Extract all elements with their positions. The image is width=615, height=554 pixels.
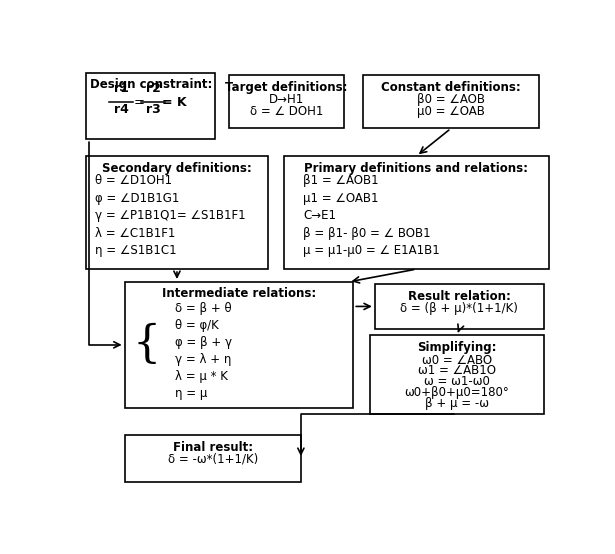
Text: φ = ∠D1B1G1: φ = ∠D1B1G1 — [95, 192, 180, 205]
Text: μ1 = ∠OAB1: μ1 = ∠OAB1 — [303, 192, 379, 205]
Text: β = β1- β0 = ∠ BOB1: β = β1- β0 = ∠ BOB1 — [303, 227, 431, 240]
Text: Final result:: Final result: — [173, 441, 253, 454]
Text: η = ∠S1B1C1: η = ∠S1B1C1 — [95, 244, 177, 257]
Text: η = μ: η = μ — [175, 387, 207, 400]
FancyBboxPatch shape — [86, 156, 268, 269]
Text: δ = -ω*(1+1/K): δ = -ω*(1+1/K) — [168, 453, 258, 466]
Text: Secondary definitions:: Secondary definitions: — [102, 162, 252, 175]
Text: λ = μ * K: λ = μ * K — [175, 370, 228, 383]
Text: δ = ∠ DOH1: δ = ∠ DOH1 — [250, 105, 323, 119]
Text: r1: r1 — [114, 81, 129, 95]
FancyBboxPatch shape — [86, 73, 215, 139]
Text: {: { — [133, 323, 161, 366]
Text: λ = ∠C1B1F1: λ = ∠C1B1F1 — [95, 227, 175, 240]
Text: Intermediate relations:: Intermediate relations: — [162, 288, 316, 300]
Text: δ = β + θ: δ = β + θ — [175, 301, 231, 315]
FancyBboxPatch shape — [124, 435, 301, 483]
Text: β + μ = -ω: β + μ = -ω — [425, 397, 489, 410]
FancyBboxPatch shape — [370, 335, 544, 414]
Text: Result relation:: Result relation: — [408, 290, 511, 302]
FancyBboxPatch shape — [229, 75, 344, 129]
Text: ω0 = ∠ABO: ω0 = ∠ABO — [422, 353, 492, 367]
FancyBboxPatch shape — [363, 75, 539, 129]
Text: γ = ∠P1B1Q1= ∠S1B1F1: γ = ∠P1B1Q1= ∠S1B1F1 — [95, 209, 245, 222]
Text: r3: r3 — [146, 103, 161, 116]
Text: θ = φ/K: θ = φ/K — [175, 319, 218, 332]
Text: Design constraint:: Design constraint: — [90, 79, 212, 91]
Text: β1 = ∠AOB1: β1 = ∠AOB1 — [303, 175, 379, 187]
Text: θ = ∠D1OH1: θ = ∠D1OH1 — [95, 175, 172, 187]
FancyBboxPatch shape — [124, 282, 353, 408]
Text: ω = ω1-ω0: ω = ω1-ω0 — [424, 376, 490, 388]
Text: = K: = K — [162, 96, 187, 109]
Text: ω0+β0+μ0=180°: ω0+β0+μ0=180° — [405, 386, 509, 399]
FancyBboxPatch shape — [375, 284, 544, 329]
Text: β0 = ∠AOB: β0 = ∠AOB — [417, 93, 485, 105]
Text: r2: r2 — [146, 81, 161, 95]
Text: φ = β + γ: φ = β + γ — [175, 336, 232, 348]
Text: =: = — [133, 96, 145, 109]
Text: γ = λ + η: γ = λ + η — [175, 353, 231, 366]
Text: ω1 = ∠AB1O: ω1 = ∠AB1O — [418, 365, 496, 377]
Text: D→H1: D→H1 — [269, 93, 304, 105]
Text: μ0 = ∠OAB: μ0 = ∠OAB — [417, 105, 485, 119]
Text: Target definitions:: Target definitions: — [225, 80, 348, 94]
FancyBboxPatch shape — [284, 156, 549, 269]
Text: Constant definitions:: Constant definitions: — [381, 80, 521, 94]
Text: δ = (β + μ)*(1+1/K): δ = (β + μ)*(1+1/K) — [400, 301, 518, 315]
Text: Primary definitions and relations:: Primary definitions and relations: — [304, 162, 528, 175]
Text: μ = μ1-μ0 = ∠ E1A1B1: μ = μ1-μ0 = ∠ E1A1B1 — [303, 244, 440, 257]
Text: Simplifying:: Simplifying: — [417, 341, 497, 354]
Text: C→E1: C→E1 — [303, 209, 336, 222]
Text: r4: r4 — [114, 103, 129, 116]
